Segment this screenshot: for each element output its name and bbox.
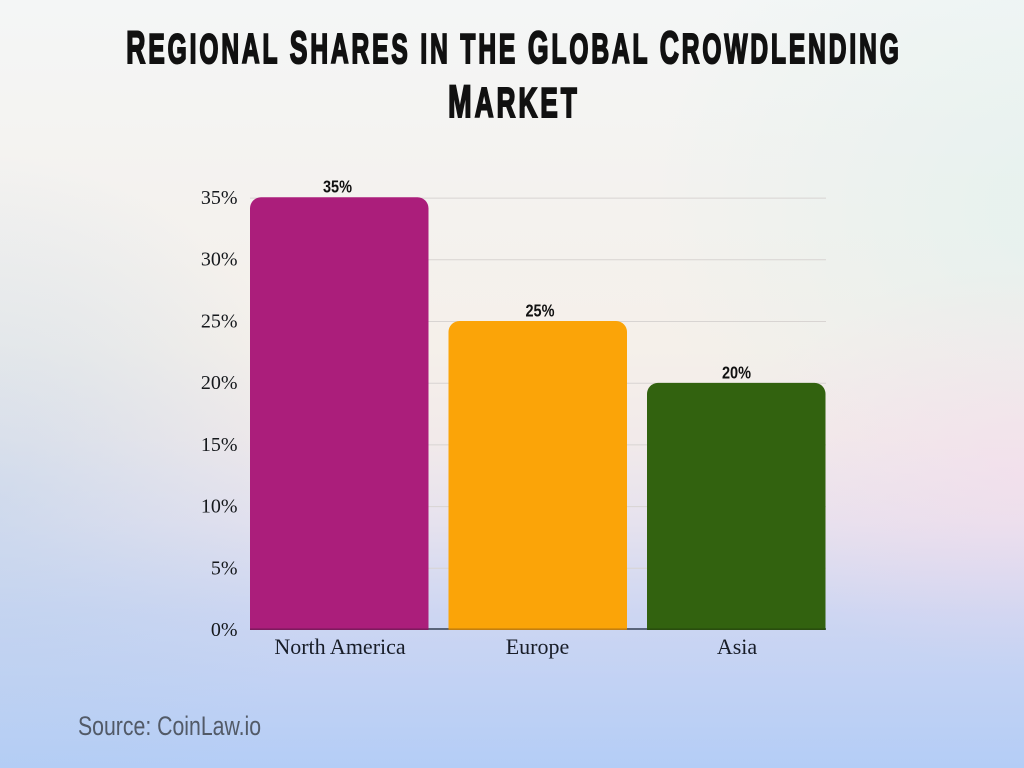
svg-text:25%: 25% <box>201 310 238 332</box>
svg-text:Europe: Europe <box>506 634 570 659</box>
svg-text:35%: 35% <box>323 177 352 197</box>
svg-text:0%: 0% <box>211 619 238 641</box>
svg-text:15%: 15% <box>201 434 238 456</box>
svg-text:20%: 20% <box>201 372 238 394</box>
svg-text:Asia: Asia <box>717 634 758 659</box>
svg-text:25%: 25% <box>526 301 555 321</box>
svg-text:10%: 10% <box>201 496 238 518</box>
svg-text:5%: 5% <box>211 557 238 579</box>
svg-text:North America: North America <box>274 634 406 659</box>
svg-text:20%: 20% <box>722 362 751 382</box>
svg-text:30%: 30% <box>201 249 238 271</box>
svg-text:35%: 35% <box>201 187 238 209</box>
